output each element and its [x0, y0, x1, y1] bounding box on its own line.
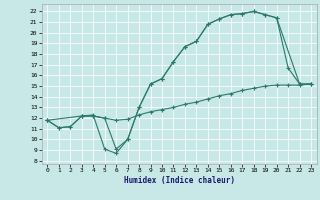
X-axis label: Humidex (Indice chaleur): Humidex (Indice chaleur) — [124, 176, 235, 185]
